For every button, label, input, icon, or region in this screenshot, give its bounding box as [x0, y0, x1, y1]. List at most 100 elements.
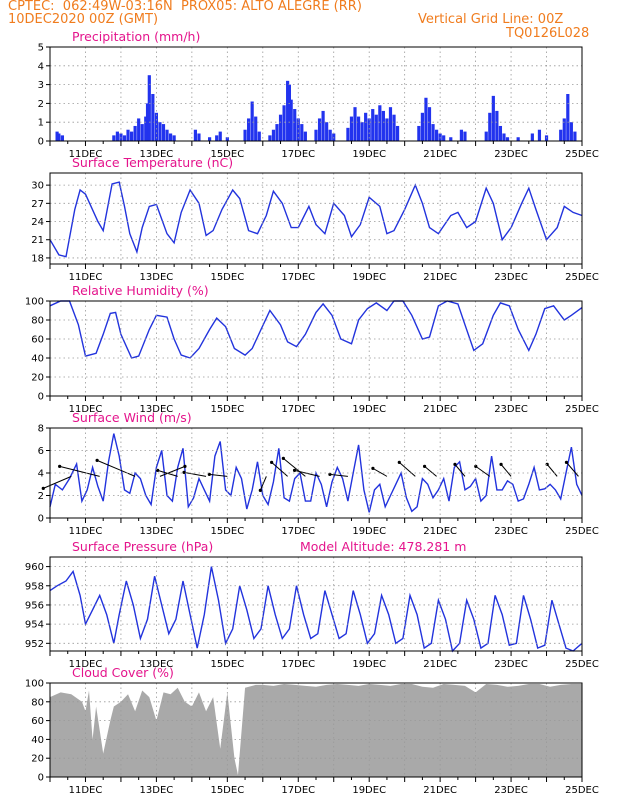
precip-bar-43: [300, 124, 304, 141]
precip-bar-71: [434, 129, 439, 141]
pres-ytick-3: 958: [25, 581, 44, 592]
precip-bar-68: [424, 97, 428, 141]
precip-bar-41: [293, 109, 297, 141]
precip-bar-62: [385, 118, 389, 141]
precip-bar-22: [193, 129, 198, 141]
precip-bar-25: [215, 135, 219, 141]
rh-xtick-label-0: 11DEC: [69, 404, 103, 415]
pres-frame: [49, 556, 583, 652]
wind-arrowhead-16: [474, 464, 478, 468]
wind-arrowhead-3: [183, 464, 187, 468]
precip-bar-59: [374, 114, 378, 141]
precip-bar-66: [417, 125, 421, 141]
wind-ytick-0: 0: [38, 514, 44, 525]
wind-arrowhead-6: [207, 472, 211, 476]
wind-arrowhead-17: [499, 462, 503, 466]
rh-xtick-label-1: 13DEC: [140, 404, 174, 415]
rh-xtick-label-7: 25DEC: [565, 404, 599, 415]
temp-title: Surface Temperature (nC): [72, 155, 233, 170]
wind-arrowhead-4: [156, 468, 160, 472]
header-line2: 10DEC2020 00Z (GMT): [8, 12, 159, 27]
precip-bar-75: [459, 129, 464, 141]
rh-xtick-label-2: 15DEC: [210, 404, 244, 415]
pres-annotation: Model Altitude: 478.281 m: [300, 539, 466, 554]
cloud-ytick-5: 100: [25, 679, 44, 690]
precip-bar-74: [449, 137, 453, 141]
precip-xtick-label-7: 25DEC: [565, 149, 599, 160]
wind-arrow-13: [398, 461, 416, 477]
pres-line: [49, 566, 583, 653]
wind-title: Surface Wind (m/s): [72, 410, 192, 425]
wind-arrowhead-5: [182, 470, 186, 474]
pres-ytick-0: 952: [25, 639, 44, 650]
precip-bar-9: [133, 125, 137, 141]
header-grid-note: Vertical Grid Line: 00Z: [418, 12, 564, 27]
wind-xtick-label-3: 17DEC: [281, 526, 315, 537]
precip-bar-80: [495, 110, 499, 141]
precip-bar-2: [60, 135, 65, 141]
wind-arrow-6: [209, 473, 228, 477]
wind-arrowhead-10: [292, 468, 297, 472]
pres-xtick-label-6: 23DEC: [494, 659, 528, 670]
temp-ytick-4: 30: [31, 181, 44, 192]
temp-frame: [49, 172, 583, 265]
precip-bar-40: [289, 99, 293, 141]
panel-temp: Surface Temperature (nC) 18 21 24 27 30 11DEC 1…: [31, 155, 599, 283]
cloud-xtick-label-5: 21DEC: [423, 785, 457, 796]
temp-xtick-label-1: 13DEC: [140, 272, 174, 283]
wind-arrow-11: [329, 473, 348, 477]
precip-bar-45: [314, 129, 318, 141]
temp-xtick-label-3: 17DEC: [281, 272, 315, 283]
pres-xtick-label-1: 13DEC: [140, 659, 174, 670]
wind-xtick-label-2: 15DEC: [210, 526, 244, 537]
precip-bar-65: [395, 125, 400, 141]
temp-ytick-3: 27: [31, 199, 44, 210]
wind-arrow-8: [271, 461, 288, 477]
pres-xtick-label-7: 25DEC: [565, 659, 599, 670]
pres-title: Surface Pressure (hPa): [72, 539, 213, 554]
rh-xtick-label-4: 19DEC: [352, 404, 386, 415]
wind-arrowhead-14: [422, 464, 427, 468]
wind-arrow-7: [259, 476, 267, 491]
rh-frame: [49, 300, 583, 397]
wind-arrowhead-7: [258, 488, 262, 492]
precip-bar-54: [356, 116, 361, 141]
wind-xtick-label-0: 11DEC: [69, 526, 103, 537]
precip-bar-60: [378, 105, 382, 141]
panel-rh: Relative Humidity (%) 0 20 40 60 80 100 11DEC 13…: [25, 283, 599, 415]
wind-arrowhead-18: [545, 462, 549, 466]
panel-cloud: Cloud Cover (%) 0 20 40 60 80 100 11DEC 13DEC 15D…: [25, 665, 599, 796]
precip-bar-47: [321, 110, 325, 141]
pres-xtick-label-4: 19DEC: [352, 659, 386, 670]
cloud-xtick-label-2: 15DEC: [210, 785, 244, 796]
temp-xtick-label-6: 23DEC: [494, 272, 528, 283]
wind-arrow-9: [283, 457, 306, 477]
wind-arrowhead-19: [564, 460, 569, 464]
wind-arrowhead-8: [270, 460, 274, 464]
temp-ytick-1: 21: [31, 235, 44, 246]
precip-ytick-0: 0: [38, 137, 44, 148]
wind-arrow-12: [372, 467, 388, 477]
panel-pres: Surface Pressure (hPa) Model Altitude: 47…: [25, 539, 599, 670]
precip-bar-85: [530, 133, 534, 141]
precip-xtick-label-0: 11DEC: [69, 149, 103, 160]
wind-arrow-1: [59, 465, 100, 477]
precip-xtick-label-4: 19DEC: [352, 149, 386, 160]
cloud-xtick-label-4: 19DEC: [352, 785, 386, 796]
wind-arrowhead-12: [371, 466, 375, 470]
wind-ytick-4: 8: [38, 424, 44, 435]
precip-ytick-5: 5: [38, 43, 44, 54]
precip-bar-67: [420, 112, 424, 141]
precip-bar-55: [360, 122, 364, 141]
precip-bar-31: [254, 116, 258, 141]
precip-bar-36: [278, 114, 283, 141]
wind-arrow-19: [566, 462, 579, 477]
panel-precip: Precipitation (mm/h) 0 1 2 3 4 5 11DEC 13DEC 15DE…: [38, 29, 599, 160]
precip-bar-24: [208, 137, 212, 141]
precip-xtick-label-5: 21DEC: [423, 149, 457, 160]
temp-line: [49, 181, 583, 258]
precip-bar-69: [427, 107, 432, 141]
precip-bar-33: [268, 135, 272, 141]
precip-bar-58: [371, 109, 375, 141]
cloud-title: Cloud Cover (%): [72, 665, 174, 680]
